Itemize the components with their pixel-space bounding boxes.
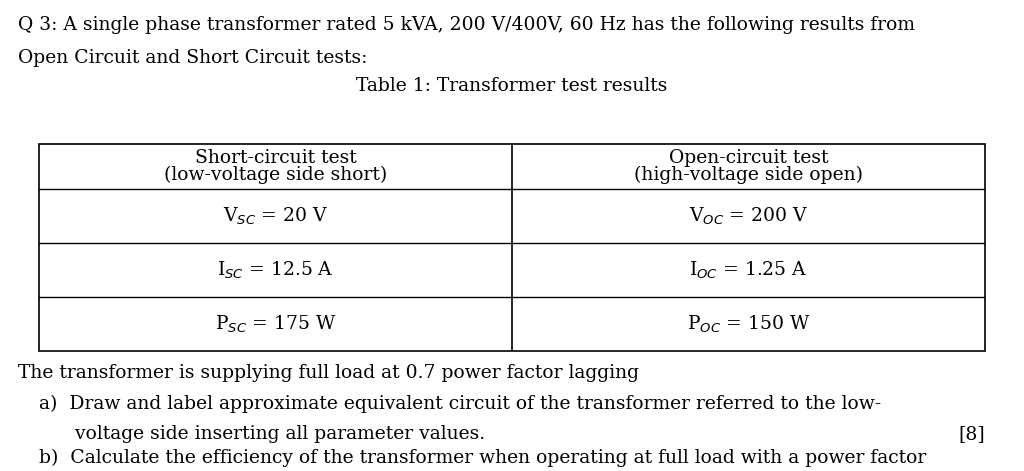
- Text: Open-circuit test: Open-circuit test: [669, 149, 828, 167]
- Text: P$_{SC}$ = 175 W: P$_{SC}$ = 175 W: [215, 313, 336, 334]
- Text: [8]: [8]: [958, 425, 985, 443]
- Text: The transformer is supplying full load at 0.7 power factor lagging: The transformer is supplying full load a…: [18, 364, 639, 382]
- Text: Q 3: A single phase transformer rated 5 kVA, 200 V/400V, 60 Hz has the following: Q 3: A single phase transformer rated 5 …: [18, 16, 915, 34]
- Text: I$_{OC}$ = 1.25 A: I$_{OC}$ = 1.25 A: [689, 260, 808, 281]
- Text: V$_{SC}$ = 20 V: V$_{SC}$ = 20 V: [223, 205, 328, 227]
- Text: b)  Calculate the efficiency of the transformer when operating at full load with: b) Calculate the efficiency of the trans…: [39, 448, 926, 467]
- Text: V$_{OC}$ = 200 V: V$_{OC}$ = 200 V: [689, 205, 808, 227]
- Text: (low-voltage side short): (low-voltage side short): [164, 165, 387, 184]
- Text: a)  Draw and label approximate equivalent circuit of the transformer referred to: a) Draw and label approximate equivalent…: [39, 395, 882, 413]
- Text: P$_{OC}$ = 150 W: P$_{OC}$ = 150 W: [687, 313, 810, 334]
- Text: I$_{SC}$ = 12.5 A: I$_{SC}$ = 12.5 A: [217, 260, 334, 281]
- Text: Table 1: Transformer test results: Table 1: Transformer test results: [356, 77, 668, 95]
- Text: voltage side inserting all parameter values.: voltage side inserting all parameter val…: [39, 425, 485, 443]
- Text: Short-circuit test: Short-circuit test: [195, 149, 356, 167]
- Text: (high-voltage side open): (high-voltage side open): [634, 165, 863, 184]
- Text: Open Circuit and Short Circuit tests:: Open Circuit and Short Circuit tests:: [18, 49, 368, 67]
